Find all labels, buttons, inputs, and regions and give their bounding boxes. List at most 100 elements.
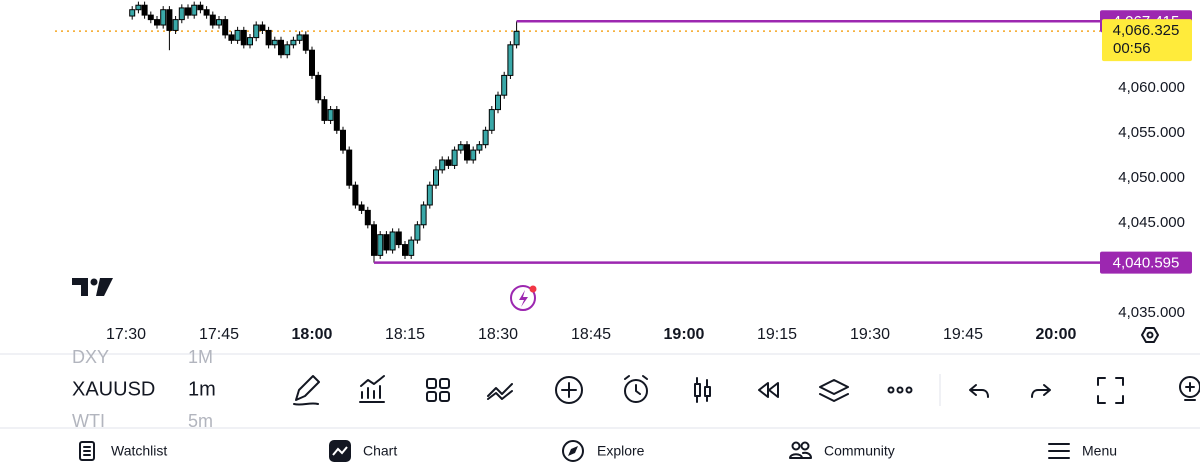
ideas[interactable] bbox=[1179, 376, 1200, 401]
candle-body bbox=[253, 24, 260, 39]
fullscreen[interactable] bbox=[1097, 377, 1124, 404]
nav-item[interactable]: Watchlist bbox=[111, 443, 167, 459]
candle-body bbox=[457, 144, 464, 151]
logo bbox=[72, 278, 113, 296]
candle-body bbox=[439, 159, 446, 171]
current-price-tag bbox=[1102, 19, 1192, 62]
candle-body bbox=[234, 29, 241, 41]
compare[interactable] bbox=[487, 383, 513, 400]
symbol-interval[interactable]: 5m bbox=[188, 411, 213, 431]
candle-body bbox=[216, 19, 222, 26]
candle-body bbox=[284, 44, 291, 56]
event-icon[interactable] bbox=[510, 285, 537, 311]
candle-body bbox=[476, 144, 483, 151]
countdown: 00:56 bbox=[1113, 40, 1151, 57]
more[interactable] bbox=[887, 386, 913, 394]
x-tick-label: 19:15 bbox=[757, 326, 797, 343]
candle-body bbox=[271, 39, 278, 46]
layers[interactable] bbox=[819, 379, 849, 402]
price-tag bbox=[1100, 251, 1192, 274]
symbol-name[interactable]: XAUUSD bbox=[72, 378, 155, 400]
candle-body bbox=[402, 244, 408, 256]
watchlist-icon[interactable] bbox=[79, 441, 95, 461]
candle-body bbox=[191, 4, 198, 16]
x-tick-label: 19:00 bbox=[664, 326, 705, 343]
y-tick-label: 4,055.000 bbox=[1118, 124, 1185, 141]
candle-body bbox=[445, 159, 452, 166]
candle-body bbox=[321, 99, 328, 121]
x-tick-label: 18:30 bbox=[478, 326, 518, 343]
candle-body bbox=[433, 169, 439, 186]
templates[interactable] bbox=[426, 378, 450, 402]
candle-body bbox=[495, 94, 501, 111]
alert[interactable] bbox=[624, 375, 648, 403]
nav-item[interactable]: Community bbox=[824, 443, 895, 459]
candle-body bbox=[315, 74, 322, 101]
y-tick-label: 4,035.000 bbox=[1118, 304, 1185, 321]
x-tick-label: 19:30 bbox=[850, 326, 890, 343]
candle-body bbox=[358, 204, 365, 211]
candle-body bbox=[470, 149, 477, 161]
candle-body bbox=[426, 184, 433, 206]
undo[interactable] bbox=[969, 384, 989, 398]
candle-body bbox=[178, 7, 185, 21]
candle-body bbox=[129, 9, 136, 17]
draw-tool[interactable] bbox=[293, 375, 320, 406]
candle-body bbox=[222, 19, 229, 36]
axis-settings[interactable] bbox=[1141, 327, 1159, 343]
add[interactable] bbox=[555, 376, 583, 404]
candle-body bbox=[203, 9, 210, 16]
candle-body bbox=[389, 231, 396, 251]
candle-body bbox=[507, 44, 514, 76]
x-tick-label: 17:30 bbox=[106, 326, 146, 343]
candle-body bbox=[265, 29, 272, 46]
symbol-interval[interactable]: 1m bbox=[188, 378, 216, 400]
symbol-name[interactable]: DXY bbox=[72, 347, 109, 367]
candle-body bbox=[135, 4, 142, 11]
nav-icons bbox=[79, 440, 1070, 462]
symbol-interval[interactable]: 1M bbox=[188, 347, 213, 367]
candle-body bbox=[352, 184, 359, 206]
nav-item[interactable]: Menu bbox=[1082, 443, 1117, 459]
nav-item[interactable]: Chart bbox=[363, 443, 397, 459]
toolbar bbox=[293, 374, 1200, 406]
candle-body bbox=[166, 9, 173, 31]
indicators[interactable] bbox=[359, 375, 385, 403]
candle-body bbox=[482, 129, 489, 146]
chart-icon[interactable] bbox=[329, 440, 351, 462]
candle-body bbox=[240, 29, 247, 46]
candle-body bbox=[464, 144, 470, 161]
x-tick-label: 20:00 bbox=[1036, 326, 1077, 343]
candle-body bbox=[160, 9, 167, 26]
symbol-name[interactable]: WTI bbox=[72, 411, 105, 431]
menu-icon[interactable] bbox=[1048, 443, 1070, 459]
candle-body bbox=[141, 4, 148, 16]
nav-item[interactable]: Explore bbox=[597, 443, 645, 459]
candle-body bbox=[154, 19, 160, 26]
replay[interactable] bbox=[758, 382, 779, 398]
x-tick-label: 18:00 bbox=[292, 326, 333, 343]
community-icon[interactable] bbox=[789, 441, 812, 459]
plot-area bbox=[55, 1, 1100, 263]
candle-body bbox=[209, 14, 216, 26]
redo[interactable] bbox=[1031, 384, 1051, 398]
candle-body bbox=[383, 234, 390, 251]
x-tick-label: 18:15 bbox=[385, 326, 425, 343]
candle-body bbox=[488, 109, 495, 131]
explore-icon[interactable] bbox=[562, 440, 584, 462]
x-tick-label: 19:45 bbox=[943, 326, 983, 343]
candle-body bbox=[346, 149, 353, 186]
candle-body bbox=[340, 129, 346, 151]
candle-body bbox=[364, 209, 371, 226]
candle-body bbox=[185, 7, 191, 16]
candle-body bbox=[259, 24, 266, 31]
price-tag-label: 4,040.595 bbox=[1113, 255, 1180, 272]
candle-body bbox=[309, 49, 315, 76]
candle-body bbox=[371, 224, 377, 256]
candle-body bbox=[501, 74, 508, 96]
candle-body bbox=[172, 19, 179, 31]
candle-body bbox=[333, 109, 340, 131]
bar-replay-candles[interactable] bbox=[694, 377, 711, 403]
candle-body bbox=[290, 39, 297, 46]
